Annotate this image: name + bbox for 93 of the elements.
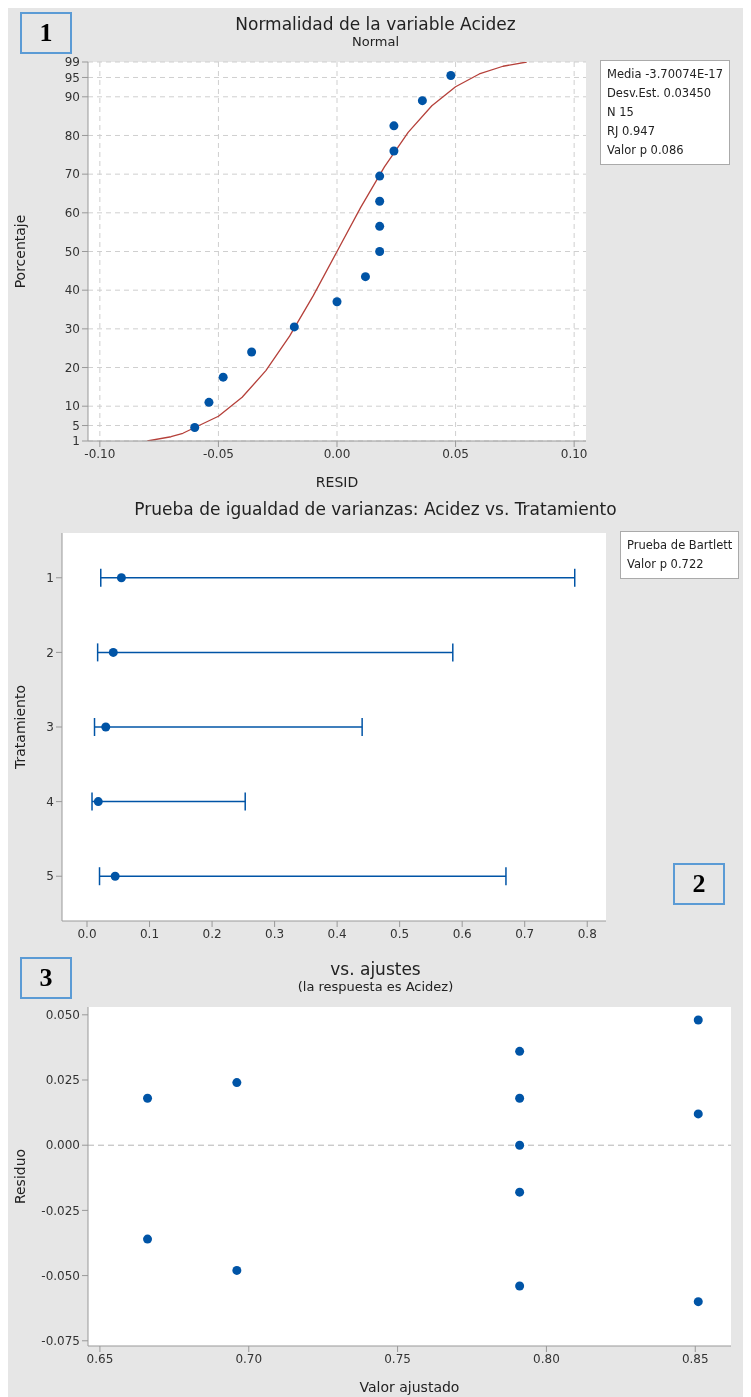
point [693, 1297, 703, 1307]
point [232, 1265, 242, 1275]
y-tick-label: 80 [64, 128, 80, 143]
y-axis-title: Porcentaje [11, 214, 28, 289]
point [515, 1093, 525, 1103]
y-tick-label: 0.050 [45, 1008, 80, 1023]
point [375, 171, 385, 181]
x-tick-label: 0.05 [442, 446, 469, 461]
y-tick-label: 30 [64, 322, 80, 337]
point [332, 297, 342, 307]
x-tick-label: 0.70 [235, 1351, 263, 1366]
y-tick-label: 0.025 [45, 1073, 80, 1088]
point [101, 722, 111, 732]
point [389, 146, 399, 156]
point [143, 1093, 153, 1103]
text: N 15 [607, 104, 635, 121]
y-tick-label: 60 [64, 206, 80, 221]
y-tick-label: 20 [64, 360, 80, 375]
point [289, 322, 299, 332]
text: Valor p 0.722 [627, 556, 705, 573]
y-tick-label: 10 [64, 399, 80, 414]
point [218, 372, 228, 382]
x-tick-label: 0.00 [323, 446, 351, 461]
x-tick-label: 0.2 [202, 926, 222, 941]
x-tick-label: 0.65 [86, 1351, 114, 1366]
y-tick-label: 1 [46, 571, 54, 586]
point [360, 272, 370, 282]
y-tick-label: 40 [64, 283, 80, 298]
point [515, 1046, 525, 1056]
x-tick-label: -0.05 [202, 446, 234, 461]
x-tick-label: 0.7 [515, 926, 535, 941]
y-tick-label: -0.025 [41, 1203, 80, 1218]
x-tick-label: 0.4 [327, 926, 347, 941]
y-tick-label: 50 [64, 244, 80, 259]
point [108, 647, 118, 657]
x-tick-label: 0.80 [533, 1351, 560, 1366]
x-tick-label: 0.1 [139, 926, 160, 941]
point [143, 1234, 153, 1244]
point [375, 221, 385, 231]
point [417, 96, 427, 106]
y-tick-label: 0.000 [45, 1138, 80, 1153]
point [515, 1140, 525, 1150]
y-tick-label: 5 [72, 418, 80, 433]
chart-title: Prueba de igualdad de varianzas: Acidez vs. Tratamiento [133, 498, 618, 519]
y-axis-title: Residuo [11, 1148, 28, 1205]
point [693, 1109, 703, 1119]
point [375, 247, 385, 256]
y-tick-label: 70 [64, 167, 80, 182]
chart-subtitle: (la respuesta es Acidez) [297, 979, 454, 994]
x-tick-label: 0.6 [452, 926, 472, 941]
text: Media -3.70074E-17 [607, 66, 723, 83]
x-tick-label: 0.3 [265, 926, 285, 941]
text: Valor p 0.086 [607, 142, 685, 159]
point [93, 797, 103, 807]
y-tick-label: 1 [72, 434, 80, 449]
text: Prueba de Bartlett [627, 537, 733, 554]
point [375, 196, 385, 206]
y-tick-label: 5 [46, 869, 54, 884]
x-tick-label: 0.10 [560, 446, 588, 461]
x-tick-label: 0.8 [577, 926, 597, 941]
point [515, 1187, 525, 1197]
y-tick-label: 3 [46, 720, 54, 735]
text: 2 [673, 863, 725, 905]
y-tick-label: 4 [46, 794, 54, 809]
y-tick-label: -0.075 [41, 1334, 80, 1349]
y-tick-label: 95 [64, 70, 80, 85]
point [389, 121, 399, 131]
x-tick-label: -0.10 [84, 446, 116, 461]
chart-title: vs. ajustes [330, 959, 421, 979]
point [515, 1281, 525, 1291]
x-axis-title: RESID [315, 474, 359, 490]
point [204, 397, 214, 407]
point [247, 347, 257, 357]
chart-subtitle: Normal [351, 34, 400, 49]
x-tick-label: 0.85 [681, 1351, 709, 1366]
point [116, 573, 126, 583]
point [446, 71, 456, 81]
chart-title: Normalidad de la variable Acidez [235, 14, 516, 34]
y-axis-title: Tratamiento [11, 685, 28, 770]
point [693, 1015, 703, 1025]
point [190, 422, 200, 432]
text: RJ 0.947 [607, 123, 656, 140]
x-tick-label: 0.5 [390, 926, 410, 941]
point [110, 871, 120, 881]
y-tick-label: 90 [64, 90, 80, 105]
y-tick-label: 99 [64, 55, 80, 70]
x-axis-title: Valor ajustado [359, 1379, 460, 1395]
x-tick-label: 0.75 [384, 1351, 411, 1366]
y-tick-label: 2 [46, 645, 54, 660]
text: Desv.Est. 0.03450 [607, 85, 713, 102]
point [232, 1078, 242, 1088]
x-tick-label: 0.0 [77, 926, 97, 941]
y-tick-label: -0.050 [41, 1268, 80, 1283]
